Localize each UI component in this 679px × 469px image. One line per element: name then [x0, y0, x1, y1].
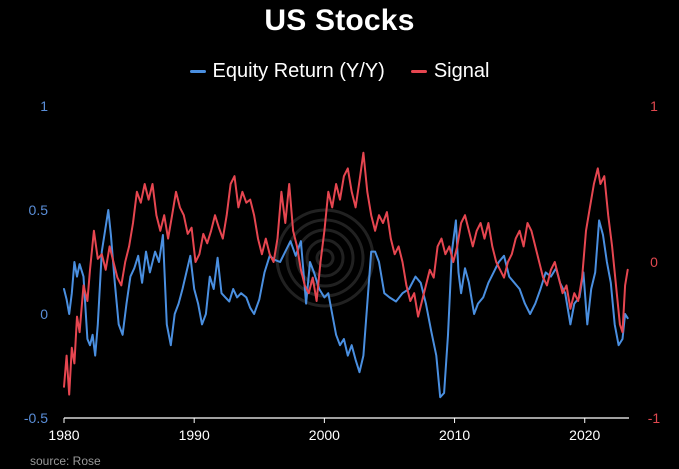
- y-left-tick-label: -0.5: [24, 410, 48, 426]
- y-left-tick-label: 0: [40, 306, 48, 322]
- x-tick-label: 1980: [48, 427, 79, 443]
- series-line-signal: [63, 151, 629, 396]
- y-right-tick-label: 0: [650, 254, 658, 270]
- legend-item-signal: Signal: [410, 60, 490, 83]
- watermark-logo: [275, 208, 375, 308]
- legend-swatch-signal: [410, 70, 427, 73]
- y-right-tick-label: -1: [648, 410, 661, 426]
- legend-label-equity: Equity Return (Y/Y): [212, 60, 385, 82]
- y-axis-left: -0.5 0 0.5 1: [24, 98, 48, 426]
- y-left-tick-label: 1: [40, 98, 48, 114]
- legend-item-equity: Equity Return (Y/Y): [189, 60, 385, 83]
- y-axis-right: -1 0 1: [648, 98, 661, 426]
- legend: Equity Return (Y/Y) Signal: [0, 60, 679, 83]
- y-right-tick-label: 1: [650, 98, 658, 114]
- legend-label-signal: Signal: [433, 60, 490, 82]
- y-left-tick-label: 0.5: [29, 202, 49, 218]
- source-note: source: Rose: [30, 454, 101, 468]
- series-line-equity-return: [63, 209, 629, 399]
- chart-title: US Stocks: [264, 4, 415, 37]
- x-tick-label: 1990: [179, 427, 210, 443]
- x-tick-label: 2010: [439, 427, 470, 443]
- x-tick-label: 2000: [309, 427, 340, 443]
- legend-swatch-equity: [189, 70, 206, 73]
- x-axis: 1980 1990 2000 2010 2020: [48, 417, 629, 443]
- series-lines: [63, 151, 629, 399]
- x-tick-label: 2020: [569, 427, 600, 443]
